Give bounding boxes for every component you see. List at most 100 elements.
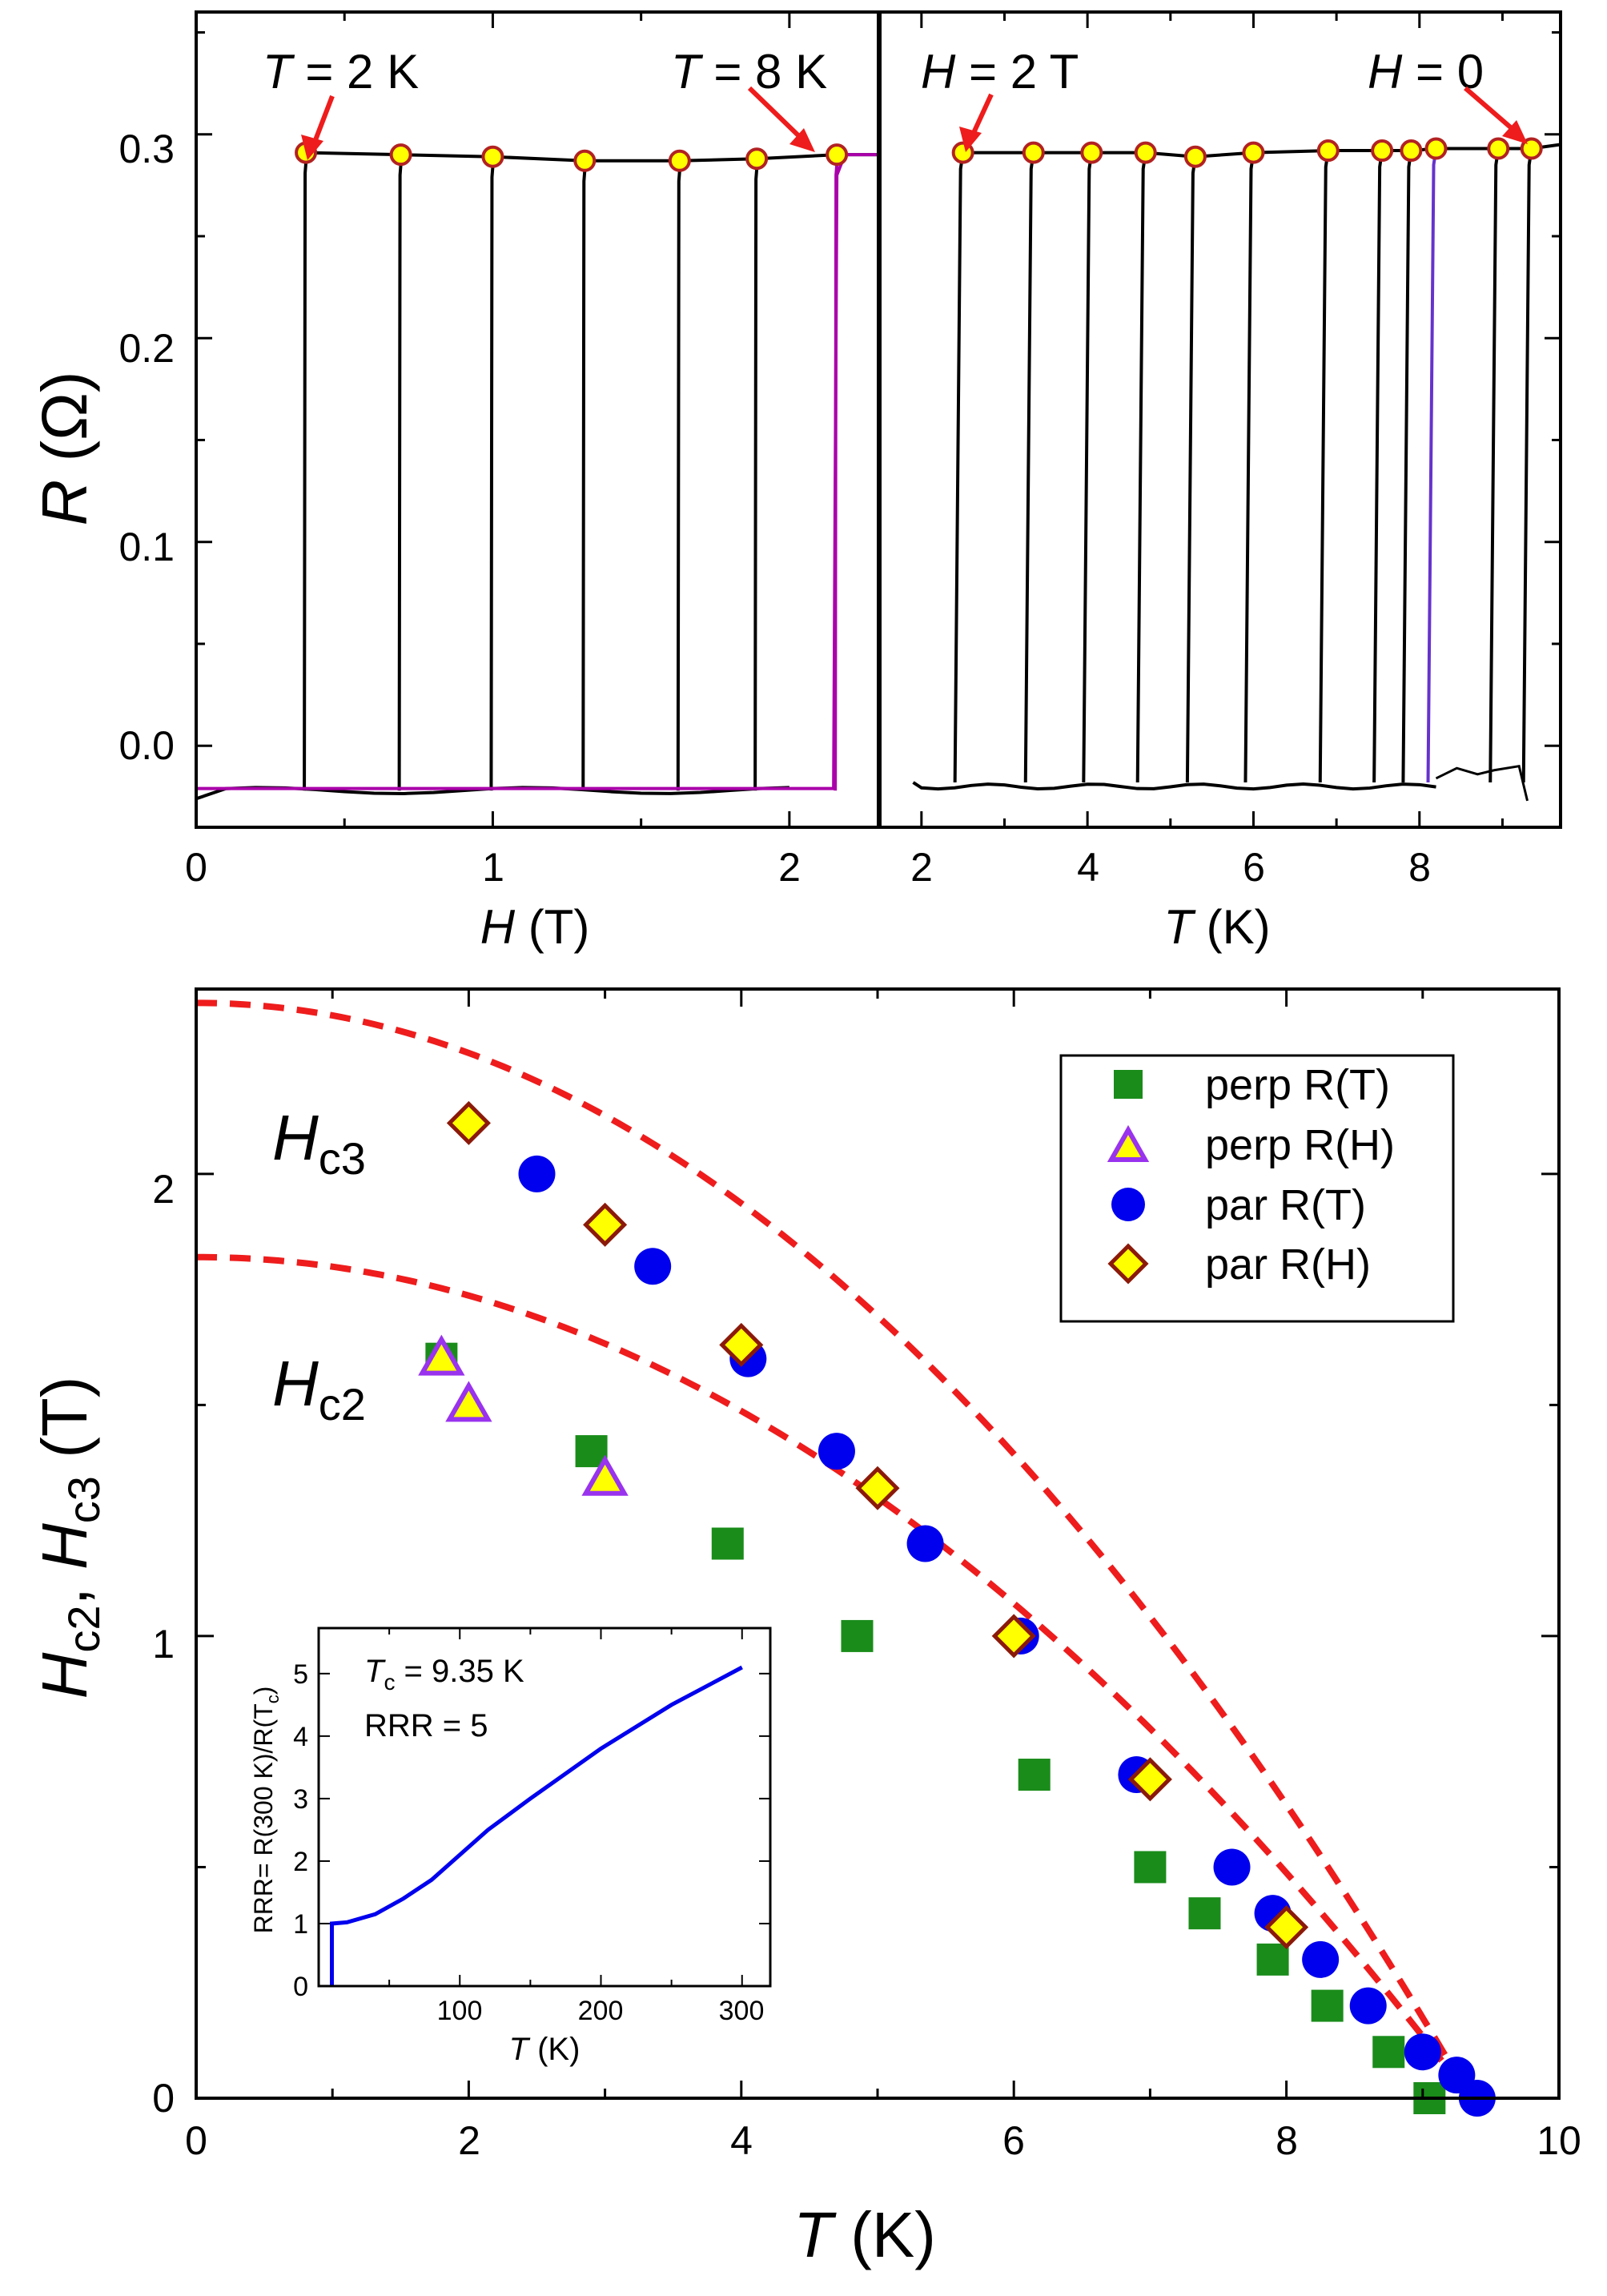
- curve-transition: [1372, 150, 1384, 783]
- x-tick-label: 4: [730, 2118, 753, 2163]
- panel-critical-fields: 0 2 4 6 8 10 0 1 2 T (K) Hc2, Hc3 (T) Hc…: [29, 987, 1581, 2270]
- curve-transition: [953, 152, 965, 783]
- curve-transition: [1318, 150, 1330, 783]
- curve-transition: [1488, 148, 1501, 783]
- legend-label: perp R(T): [1205, 1061, 1390, 1109]
- marker-point: [1316, 139, 1340, 163]
- inset-y-axis-title: RRR= R(300 K)/R(Tc): [249, 1687, 283, 1934]
- data-point-perp-rh: [581, 1454, 629, 1496]
- plot-frame-right: [878, 10, 1562, 829]
- annotation-t-8k: T = 8 K: [671, 45, 827, 99]
- arrow-t-2k: [301, 94, 335, 160]
- data-point-par-rt: [906, 1525, 944, 1562]
- marker-point: [668, 149, 691, 172]
- y-tick-label: 3: [293, 1784, 308, 1815]
- y-tick-label: 0.1: [119, 525, 175, 569]
- y-tick-label: 2: [293, 1847, 308, 1877]
- inset-x-axis-title: T (K): [509, 2032, 581, 2067]
- r-vs-t-x-tick-labels: 2 4 6 8: [910, 845, 1431, 890]
- data-point-perp-rh: [445, 1381, 492, 1422]
- arrow-h-2t: [959, 93, 994, 152]
- curve-transition: [1426, 148, 1438, 783]
- arrow-t-8k: [747, 86, 815, 152]
- data-point-perp-rt: [1256, 1943, 1289, 1976]
- legend-label: par R(T): [1205, 1181, 1366, 1229]
- r-vs-h-x-tick-labels: 0 1 2: [185, 845, 801, 890]
- y-tick-label: 0.0: [119, 723, 175, 768]
- x-tick-label: 10: [1537, 2118, 1581, 2163]
- curve-transition: [397, 154, 404, 791]
- r-vs-t-markers: [951, 137, 1543, 168]
- fit-curve: [196, 999, 1473, 2098]
- legend-marker-diamond: [1107, 1243, 1149, 1285]
- data-point-perp-rt: [1018, 1759, 1051, 1791]
- data-point-par-rh: [446, 1100, 491, 1145]
- y-axis-title-hc: Hc2, Hc3 (T): [29, 1377, 109, 1699]
- curve-transition: [1082, 152, 1094, 783]
- x-tick-label: 2: [778, 845, 801, 890]
- legend-label: par R(H): [1205, 1240, 1371, 1289]
- data-point-par-rh: [991, 1614, 1036, 1659]
- curve-transition: [303, 152, 309, 791]
- data-points: [418, 1100, 1496, 2117]
- inset-frame: [317, 1627, 772, 1988]
- curve-transition: [1401, 150, 1413, 783]
- data-point-par-rt: [1213, 1848, 1251, 1886]
- marker-point: [1424, 137, 1448, 160]
- curve-transition: [1135, 152, 1147, 783]
- r-vs-t-ticks: [920, 12, 1561, 827]
- marker-point: [1242, 141, 1265, 164]
- legend-marker-triangle: [1107, 1124, 1150, 1162]
- x-tick-label: 8: [1408, 845, 1431, 890]
- marker-point: [1134, 141, 1157, 164]
- y-axis-title-r: R (Ω): [29, 371, 100, 525]
- curve-baseline: [912, 781, 1436, 791]
- x-tick-label: 0: [185, 845, 207, 890]
- data-point-par-rt: [1404, 2033, 1441, 2071]
- data-point-perp-rt: [841, 1619, 874, 1652]
- bottom-y-tick-labels: 0 1 2: [152, 1167, 175, 2121]
- label-hc2: Hc2: [272, 1348, 366, 1429]
- x-tick-label: 2: [910, 845, 933, 890]
- y-tick-label: 4: [293, 1722, 308, 1752]
- x-tick-label: 2: [458, 2118, 480, 2163]
- curve-transition: [1185, 156, 1197, 783]
- curve-normal-state: [306, 151, 878, 163]
- r-vs-h-curves: [196, 151, 878, 801]
- data-point-par-rt: [518, 1155, 556, 1192]
- data-point-par-rh: [1264, 1904, 1309, 1950]
- x-tick-label: 300: [719, 1996, 765, 2026]
- r-vs-h-ticks: [195, 12, 791, 827]
- r-vs-h-markers: [295, 141, 849, 172]
- marker-point: [1183, 145, 1207, 168]
- marker-point: [573, 149, 597, 172]
- x-tick-label: 200: [578, 1996, 624, 2026]
- bottom-x-tick-labels: 0 2 4 6 8 10: [185, 2118, 1581, 2163]
- inset-tc-annotation: Tc = 9.35 K: [364, 1654, 524, 1695]
- y-tick-label: 2: [152, 1167, 175, 1212]
- annotation-t-2k: T = 2 K: [263, 45, 419, 99]
- panel-r-vs-h: 0 1 2 0.0 0.1 0.2 0.3 H (T) R (Ω) T = 2 …: [29, 10, 880, 954]
- data-point-perp-rt: [1134, 1851, 1167, 1884]
- inset-rrr-annotation: RRR = 5: [364, 1708, 488, 1743]
- data-point-par-rt: [1302, 1940, 1340, 1978]
- r-vs-h-y-tick-labels: 0.0 0.1 0.2 0.3: [119, 127, 175, 768]
- data-point-par-rh: [855, 1466, 900, 1510]
- inset-ticks: [319, 1628, 770, 1987]
- panel-r-vs-t: 2 4 6 8 T (K) H = 2 T H = 0: [878, 10, 1562, 954]
- curve-transition: [1521, 148, 1533, 783]
- bottom-ticks: [195, 989, 1561, 2100]
- marker-point: [1487, 137, 1510, 160]
- legend-marker-circle: [1111, 1188, 1145, 1221]
- x-tick-label: 8: [1276, 2118, 1298, 2163]
- marker-point: [826, 143, 849, 167]
- curve-transition: [676, 160, 682, 791]
- data-point-par-rt: [818, 1433, 855, 1470]
- x-axis-title-h: H (T): [480, 900, 590, 954]
- inset-x-tick-labels: 100 200 300: [437, 1996, 765, 2026]
- data-point-par-rt: [1349, 1987, 1387, 2025]
- curve-transition: [753, 159, 760, 791]
- marker-point: [1080, 141, 1103, 164]
- arrow-h-0: [1464, 86, 1528, 144]
